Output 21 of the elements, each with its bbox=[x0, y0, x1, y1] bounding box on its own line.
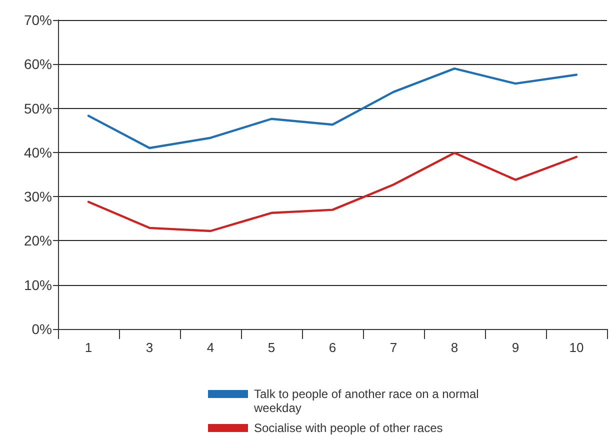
x-tick-label: 1 bbox=[84, 340, 92, 355]
y-tick-label: 60% bbox=[24, 56, 52, 72]
legend-label: Socialise with people of other races bbox=[254, 421, 444, 435]
x-tick-label: 9 bbox=[512, 340, 520, 355]
y-tick-label: 30% bbox=[24, 188, 52, 205]
y-tick-label: 10% bbox=[24, 276, 52, 293]
x-tick-label: 10 bbox=[569, 340, 584, 355]
x-tick-label: 3 bbox=[146, 340, 154, 355]
x-tick-label: 7 bbox=[390, 340, 398, 355]
y-tick-label: 0% bbox=[32, 321, 52, 337]
y-tick-label: 20% bbox=[24, 232, 52, 249]
x-tick-label: 4 bbox=[206, 340, 214, 355]
x-tick-label: 5 bbox=[268, 340, 276, 355]
x-tick-label: 8 bbox=[450, 340, 458, 355]
y-tick-label: 50% bbox=[24, 100, 52, 116]
y-tick-label: 40% bbox=[24, 144, 52, 160]
line-series bbox=[87, 67, 578, 150]
x-tick-label: 6 bbox=[328, 340, 336, 355]
legend-label: Talk to people of another race on a normal weekday bbox=[254, 387, 480, 415]
line-series bbox=[87, 152, 578, 232]
y-tick-label: 70% bbox=[24, 12, 52, 28]
